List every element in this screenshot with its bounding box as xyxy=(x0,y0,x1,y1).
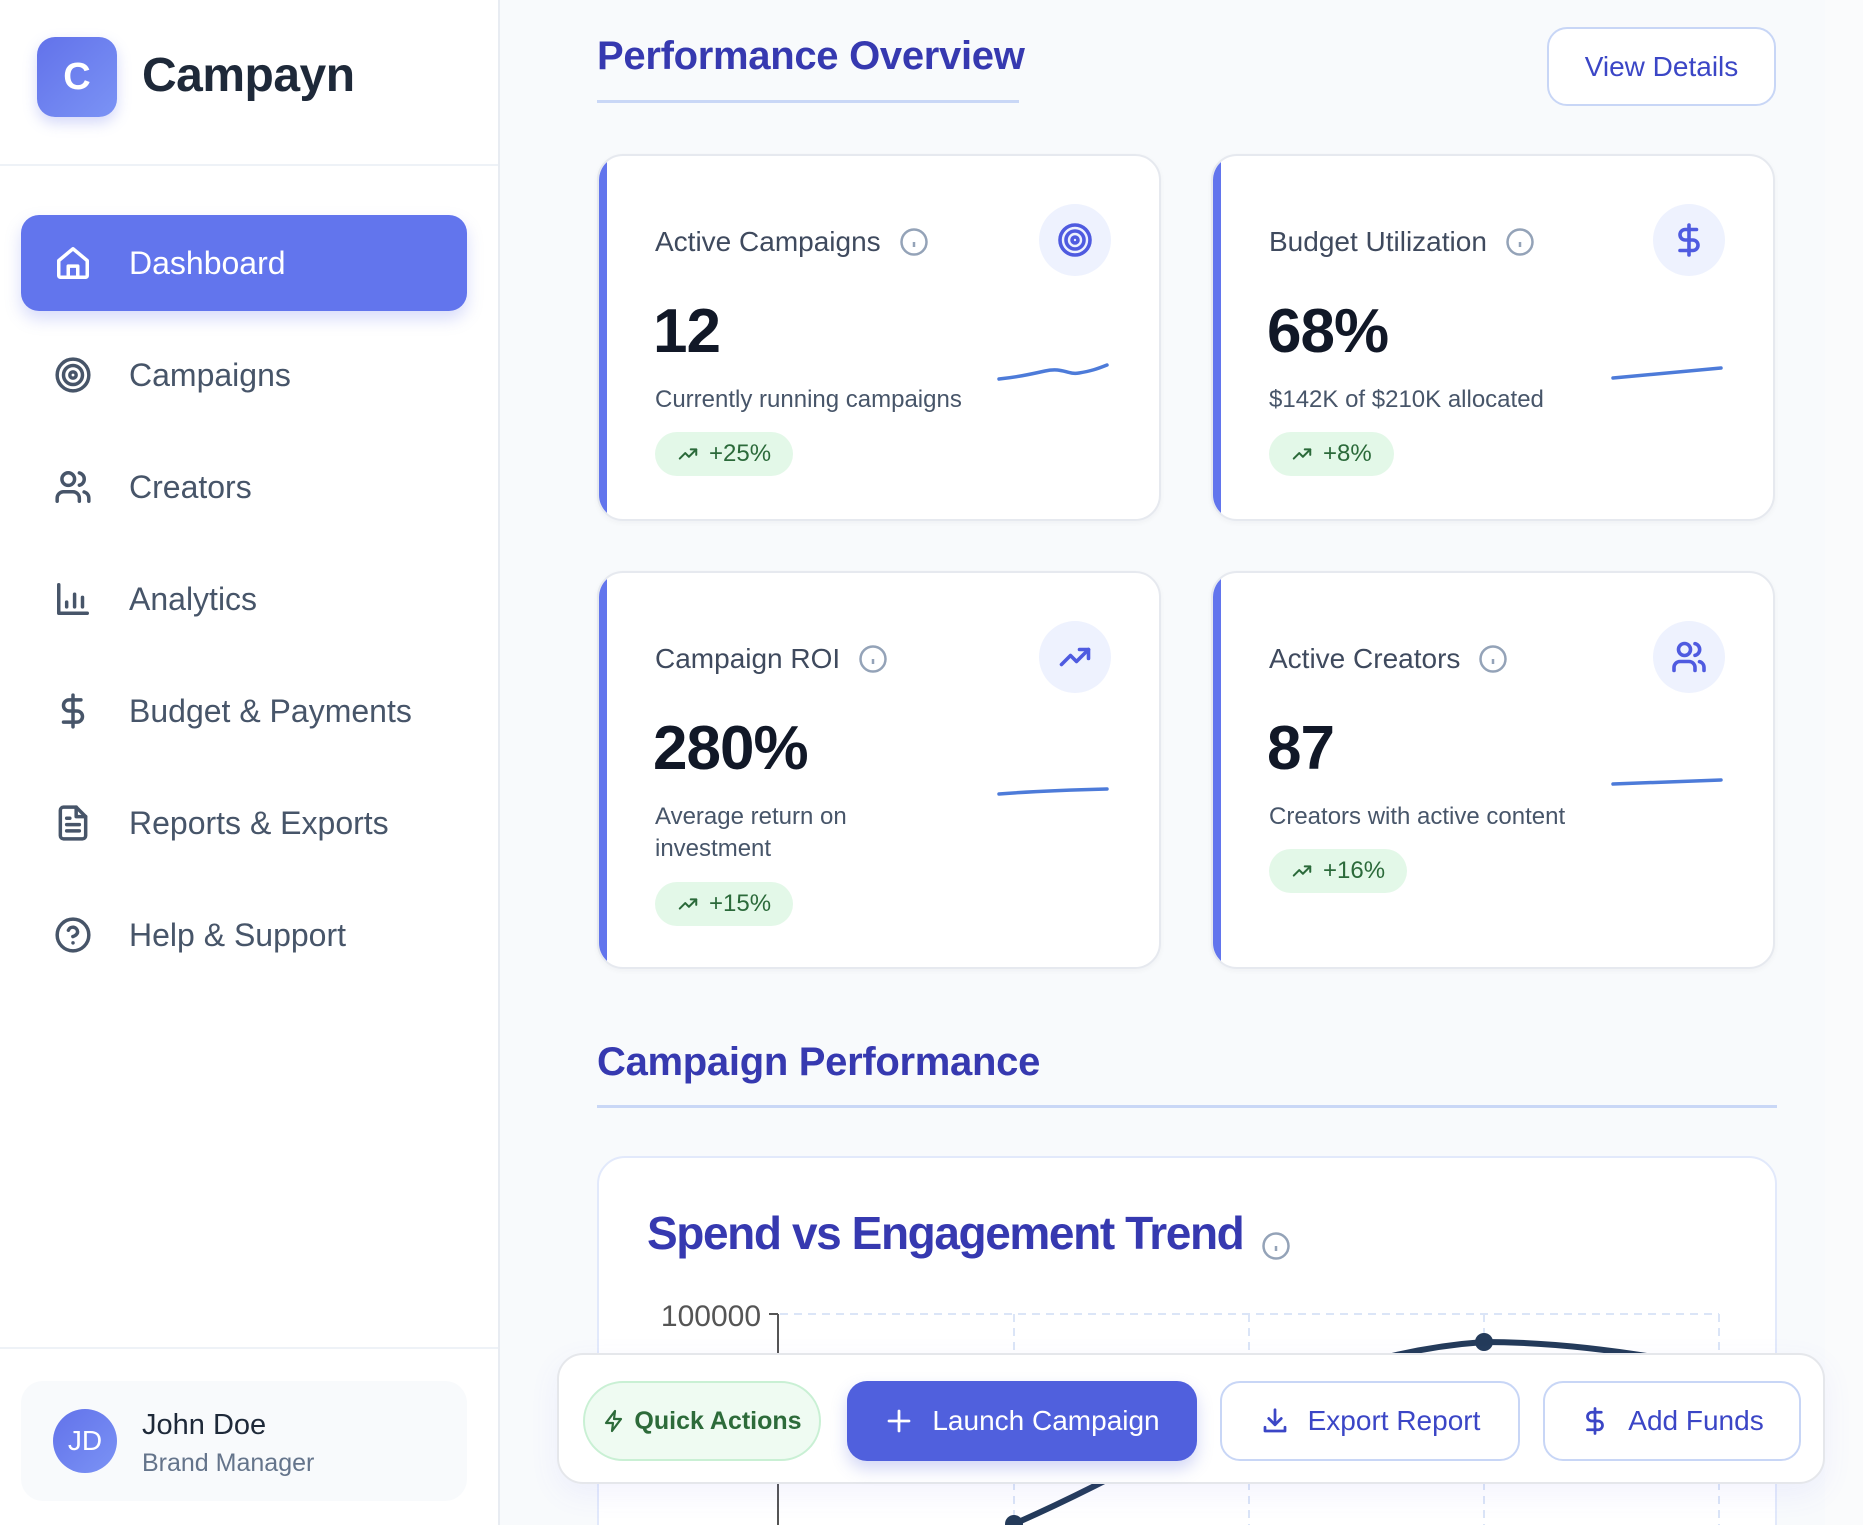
file-text-icon xyxy=(53,803,93,843)
target-icon xyxy=(53,355,93,395)
change-badge: +25% xyxy=(655,432,794,476)
section-underline xyxy=(597,1105,1777,1108)
user-role: Brand Manager xyxy=(142,1449,315,1477)
card-title: Campaign ROI xyxy=(655,643,888,675)
card-value: 68% xyxy=(1267,297,1389,366)
chart-title-text: Spend vs Engagement Trend xyxy=(647,1207,1245,1259)
bar-chart-icon xyxy=(53,579,93,619)
sidebar-item-label: Budget & Payments xyxy=(129,692,412,729)
change-badge: +16% xyxy=(1269,849,1408,893)
card-value: 87 xyxy=(1267,714,1335,783)
sidebar-item-creators[interactable]: Creators xyxy=(21,439,467,535)
sidebar-item-dashboard[interactable]: Dashboard xyxy=(21,215,467,311)
info-icon[interactable] xyxy=(858,644,888,674)
sidebar-item-reports-exports[interactable]: Reports & Exports xyxy=(21,775,467,871)
sidebar-nav: Dashboard Campaigns Creators Analytics B… xyxy=(21,215,467,999)
brand-name: Campayn xyxy=(142,49,355,102)
sidebar-item-label: Campaigns xyxy=(129,356,291,393)
divider xyxy=(0,1347,498,1349)
home-icon xyxy=(53,243,93,283)
scrollbar-track[interactable] xyxy=(1825,0,1863,1525)
card-subtitle: $142K of $210K allocated xyxy=(1269,386,1544,413)
stat-card-campaign-roi[interactable]: Campaign ROI 280% Average return on inve… xyxy=(597,571,1161,969)
card-title-text: Active Campaigns xyxy=(655,226,881,257)
section-title-campaign-performance: Campaign Performance xyxy=(597,1040,1041,1084)
help-circle-icon xyxy=(53,915,93,955)
dollar-icon xyxy=(53,691,93,731)
card-title-text: Campaign ROI xyxy=(655,643,841,674)
card-subtitle: Creators with active content xyxy=(1269,803,1566,830)
brand-logo[interactable]: C xyxy=(37,37,117,117)
sparkline xyxy=(1611,356,1723,396)
section-underline xyxy=(597,100,1019,103)
launch-campaign-button[interactable]: Launch Campaign xyxy=(847,1381,1197,1461)
plus-icon xyxy=(887,1409,911,1433)
info-icon[interactable] xyxy=(1478,644,1508,674)
change-badge: +8% xyxy=(1269,432,1394,476)
users-icon xyxy=(53,467,93,507)
sidebar-item-label: Reports & Exports xyxy=(129,804,389,841)
change-badge: +15% xyxy=(655,882,794,926)
stat-card-active-creators[interactable]: Active Creators 87 Creators with active … xyxy=(1211,571,1775,969)
section-title-performance-overview: Performance Overview xyxy=(597,34,1025,78)
brand-header: C Campayn xyxy=(0,0,498,166)
stat-card-active-campaigns[interactable]: Active Campaigns 12 Currently running ca… xyxy=(597,154,1161,521)
lightning-icon xyxy=(605,1409,623,1433)
card-title: Active Creators xyxy=(1269,643,1508,675)
export-report-button[interactable]: Export Report xyxy=(1220,1381,1520,1461)
trending-up-icon xyxy=(1292,865,1312,877)
y-tick-label: 100000 xyxy=(661,1300,761,1333)
dollar-icon xyxy=(1586,1407,1605,1435)
sidebar-item-help-support[interactable]: Help & Support xyxy=(21,887,467,983)
trending-up-icon xyxy=(1292,448,1312,460)
card-subtitle: Average return on investment xyxy=(655,803,847,862)
card-title: Active Campaigns xyxy=(655,226,929,258)
user-name: John Doe xyxy=(142,1409,267,1441)
quick-action-bar: Quick Actions Launch Campaign Export Rep… xyxy=(557,1353,1825,1484)
card-title: Budget Utilization xyxy=(1269,226,1535,258)
card-value: 280% xyxy=(653,714,809,783)
sidebar-item-label: Help & Support xyxy=(129,916,347,953)
sidebar-item-label: Dashboard xyxy=(129,244,286,281)
info-icon[interactable] xyxy=(899,227,929,257)
chart-title: Spend vs Engagement Trend xyxy=(647,1206,1291,1260)
card-title-text: Budget Utilization xyxy=(1269,226,1487,257)
users-icon xyxy=(1653,621,1725,693)
view-details-button[interactable]: View Details xyxy=(1547,27,1776,106)
sidebar-item-campaigns[interactable]: Campaigns xyxy=(21,327,467,423)
sidebar-item-budget-payments[interactable]: Budget & Payments xyxy=(21,663,467,759)
sparkline xyxy=(997,776,1109,816)
info-icon[interactable] xyxy=(1505,227,1535,257)
info-icon[interactable] xyxy=(1261,1218,1291,1260)
sidebar-item-label: Creators xyxy=(129,468,252,505)
download-icon xyxy=(1263,1408,1286,1433)
sidebar-item-analytics[interactable]: Analytics xyxy=(21,551,467,647)
card-value: 12 xyxy=(653,297,721,366)
dollar-icon xyxy=(1653,204,1725,276)
trending-up-icon xyxy=(1039,621,1111,693)
target-icon xyxy=(1039,204,1111,276)
avatar: JD xyxy=(53,1409,117,1473)
quick-actions-button[interactable]: Quick Actions xyxy=(583,1381,821,1461)
card-title-text: Active Creators xyxy=(1269,643,1461,674)
add-funds-button[interactable]: Add Funds xyxy=(1543,1381,1801,1461)
sparkline xyxy=(1611,766,1723,806)
trending-up-icon xyxy=(678,448,698,460)
trending-up-icon xyxy=(678,898,698,910)
user-profile-card[interactable]: JD John Doe Brand Manager xyxy=(21,1381,467,1501)
sparkline xyxy=(997,351,1109,391)
sidebar-item-label: Analytics xyxy=(129,580,258,617)
sidebar: C Campayn Dashboard Campaigns Creators xyxy=(0,0,500,1525)
card-subtitle: Currently running campaigns xyxy=(655,386,962,413)
stat-card-budget-utilization[interactable]: Budget Utilization 68% $142K of $210K al… xyxy=(1211,154,1775,521)
